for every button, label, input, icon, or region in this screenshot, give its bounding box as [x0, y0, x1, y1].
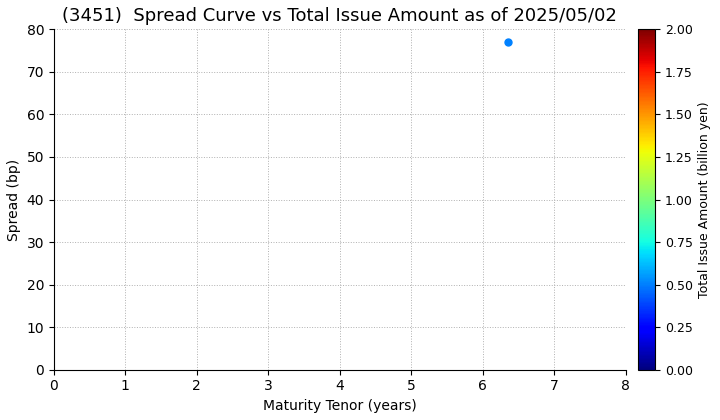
Y-axis label: Total Issue Amount (billion yen): Total Issue Amount (billion yen) — [698, 101, 711, 298]
X-axis label: Maturity Tenor (years): Maturity Tenor (years) — [263, 399, 417, 413]
Point — [502, 39, 513, 45]
Title: (3451)  Spread Curve vs Total Issue Amount as of 2025/05/02: (3451) Spread Curve vs Total Issue Amoun… — [63, 7, 617, 25]
Y-axis label: Spread (bp): Spread (bp) — [7, 158, 21, 241]
